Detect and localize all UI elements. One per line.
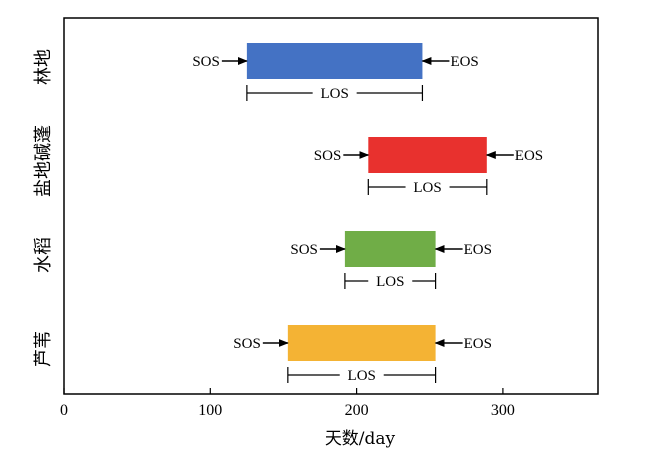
x-axis-title: 天数/day — [325, 429, 396, 449]
los-label: LOS — [348, 368, 376, 384]
x-tick-label: 100 — [198, 402, 222, 419]
category-label: 芦苇 — [33, 331, 54, 367]
sos-label: SOS — [233, 336, 261, 352]
x-tick-label: 200 — [345, 402, 369, 419]
bar-2 — [344, 231, 436, 267]
los-label: LOS — [376, 274, 404, 290]
chart-marks: 林地 SOS EOS LOS 盐地碱蓬 SOS EOS LOS 水稻 SOS EOS LOS 芦苇 SOS… — [33, 43, 543, 384]
sos-label: SOS — [192, 54, 220, 70]
eos-label: EOS — [450, 54, 478, 70]
category-label: 水稻 — [33, 237, 54, 273]
category-label: 盐地碱蓬 — [33, 125, 54, 197]
los-label: LOS — [320, 86, 348, 102]
eos-label: EOS — [464, 242, 492, 258]
bar-0 — [246, 43, 423, 79]
plot-area-frame — [63, 17, 599, 395]
sos-label: SOS — [290, 242, 318, 258]
eos-label: EOS — [464, 336, 492, 352]
category-label: 林地 — [33, 49, 54, 85]
los-label: LOS — [413, 180, 441, 196]
sos-label: SOS — [314, 148, 342, 164]
eos-label: EOS — [515, 148, 543, 164]
x-tick-label: 0 — [60, 402, 68, 419]
bar-1 — [368, 137, 487, 173]
x-axis: 0 100 200 300 — [60, 388, 515, 419]
bar-3 — [287, 325, 436, 361]
x-tick-label: 300 — [491, 402, 515, 419]
